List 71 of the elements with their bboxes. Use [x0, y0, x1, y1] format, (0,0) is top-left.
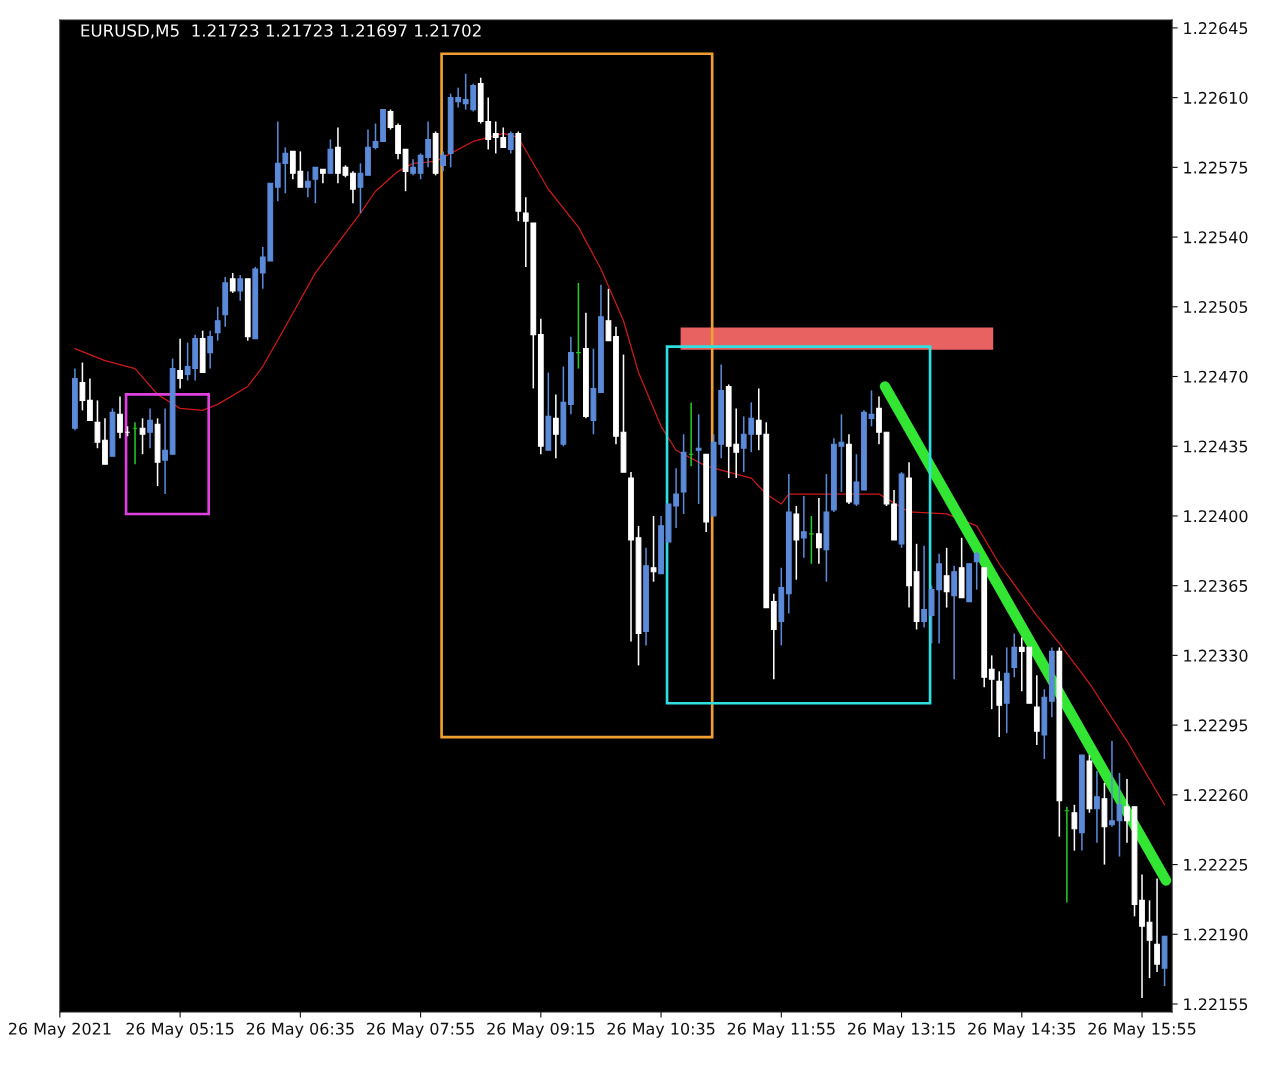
candlestick	[951, 564, 958, 681]
x-tick-label: 26 May 11:55	[727, 1022, 835, 1038]
y-tick-label: 1.22505	[1184, 301, 1248, 314]
x-tick-label: 26 May 10:35	[607, 1022, 715, 1038]
y-tick-label: 1.22155	[1184, 998, 1248, 1011]
candlestick	[229, 272, 236, 294]
y-tick-label: 1.22225	[1184, 858, 1248, 871]
candlestick	[996, 670, 1003, 738]
candlestick	[988, 654, 995, 710]
candlestick	[117, 395, 123, 440]
x-tick-label: 26 May 05:15	[126, 1022, 234, 1038]
candlestick	[552, 393, 559, 459]
candlestick	[327, 138, 334, 175]
candlestick	[815, 497, 822, 565]
candlestick	[214, 306, 221, 342]
candlestick	[350, 170, 356, 204]
candlestick	[650, 515, 657, 583]
candlestick	[102, 417, 108, 465]
y-tick-label: 1.22400	[1184, 510, 1248, 523]
y-tick-label: 1.22540	[1184, 231, 1248, 244]
y-tick-label: 1.22190	[1184, 928, 1248, 941]
chart-title: EURUSD,M5 1.21723 1.21723 1.21697 1.21702	[81, 24, 481, 39]
candlestick	[312, 166, 319, 204]
line-series	[74, 132, 1166, 806]
x-tick-label: 26 May 14:35	[968, 1022, 1076, 1038]
y-tick-label: 1.22645	[1184, 22, 1248, 35]
x-tick-label: 26 May 2021	[8, 1022, 111, 1038]
candlestick	[79, 361, 86, 412]
y-tick-label: 1.22575	[1184, 161, 1248, 174]
x-tick-label: 26 May 09:15	[487, 1022, 595, 1038]
candlestick	[1154, 877, 1160, 973]
candlestick	[1094, 770, 1100, 844]
candlestick	[1033, 674, 1040, 746]
candlestick	[94, 399, 101, 449]
candlestick	[147, 407, 153, 449]
y-tick-label: 1.22295	[1184, 719, 1248, 732]
candlestick	[1124, 778, 1130, 844]
candlestick	[87, 377, 93, 422]
y-tick-label: 1.22610	[1184, 91, 1248, 104]
candlestick	[808, 515, 815, 565]
candlestick	[357, 162, 364, 214]
candlestick	[695, 413, 702, 505]
candlestick	[162, 407, 168, 495]
candlestick	[876, 395, 882, 445]
candlestick	[139, 417, 146, 455]
y-tick-label: 1.22260	[1184, 789, 1248, 802]
y-tick-label: 1.22435	[1184, 440, 1248, 453]
candlestick	[507, 130, 514, 155]
candlestick	[943, 547, 950, 609]
candlestick	[237, 274, 244, 302]
x-tick-label: 26 May 15:55	[1088, 1022, 1196, 1038]
x-tick-label: 26 May 07:55	[367, 1022, 474, 1038]
y-tick-label: 1.22330	[1184, 649, 1248, 662]
candlestick	[177, 337, 184, 390]
candlestick	[522, 196, 529, 268]
candlestick	[440, 150, 447, 173]
candlestick	[853, 453, 860, 507]
candlestick	[1146, 899, 1153, 979]
candlestick	[402, 148, 409, 193]
candlestick	[800, 495, 807, 559]
candlestick	[605, 288, 612, 342]
candlestick	[304, 170, 311, 198]
x-tick-label: 26 May 13:15	[847, 1022, 955, 1038]
candlestick	[1071, 804, 1078, 852]
x-tick-label: 26 May 06:35	[246, 1022, 354, 1038]
candlestick	[1011, 632, 1018, 679]
y-tick-label: 1.22470	[1184, 370, 1248, 383]
candlestick	[921, 545, 927, 629]
candlestick	[973, 551, 980, 591]
candlestick	[207, 329, 214, 370]
y-tick-label: 1.22365	[1184, 579, 1248, 592]
